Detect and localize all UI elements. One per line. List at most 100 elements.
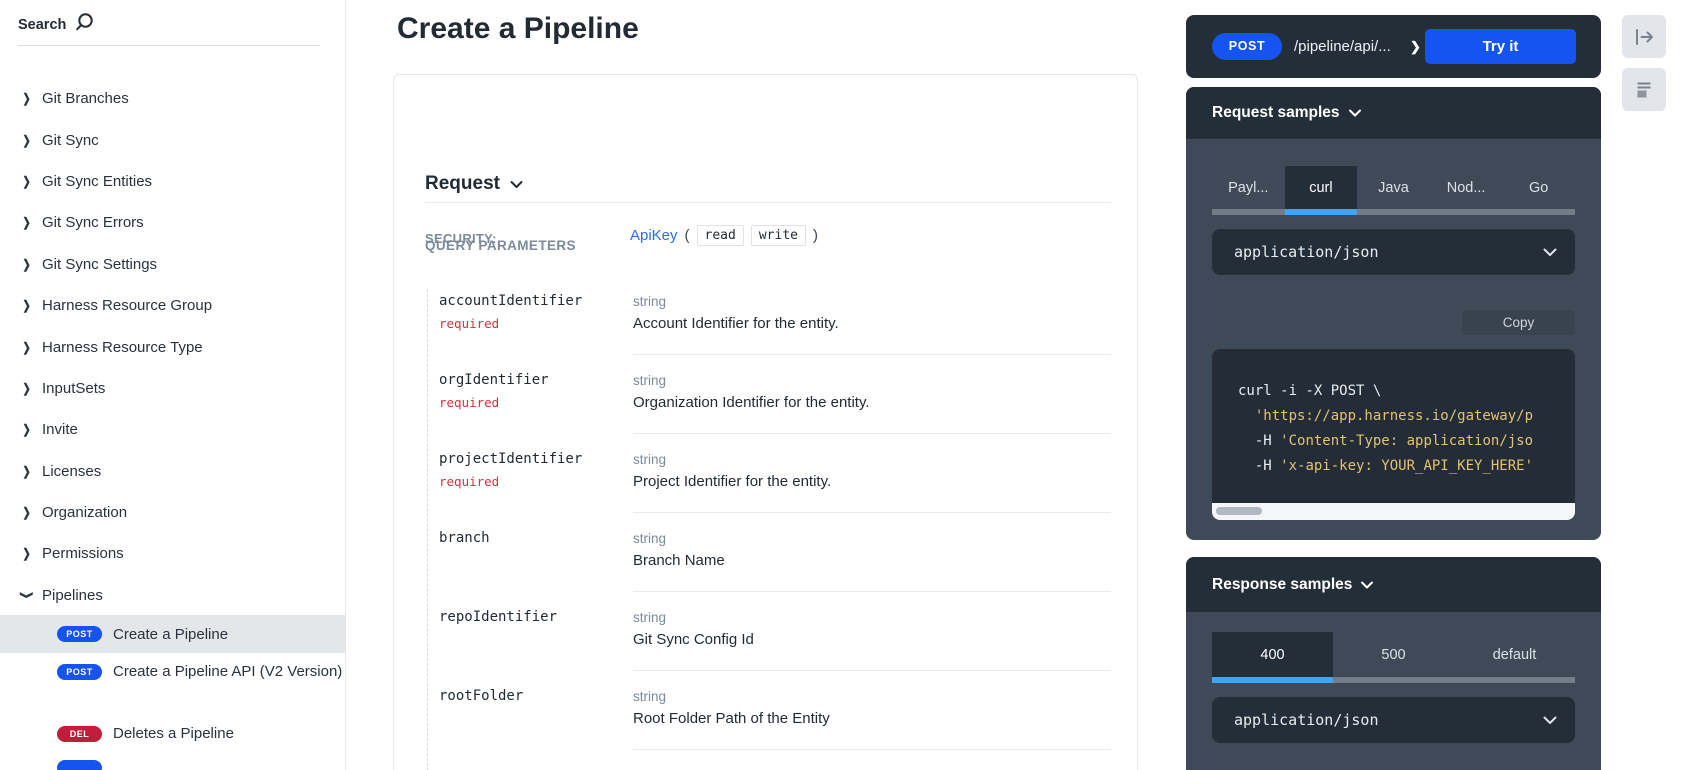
param-row-branch: branch string Branch Name: [394, 530, 1139, 609]
code-scrollbar-track: [1212, 503, 1575, 520]
chevron-right-icon: ❯: [22, 464, 31, 479]
chevron-right-icon: ❯: [22, 216, 31, 231]
page-outline-button[interactable]: [1622, 68, 1666, 111]
param-description: Branch Name: [633, 552, 725, 569]
tab-java[interactable]: Java: [1378, 179, 1409, 196]
param-row-accountIdentifier: accountIdentifier required string Accoun…: [394, 293, 1139, 372]
request-samples-panel: Request samples Payl... curl Java Nod...…: [1186, 87, 1601, 540]
chevron-right-icon: ❯: [22, 299, 31, 314]
chevron-down-icon: [510, 180, 523, 188]
tab-track: [1212, 209, 1575, 215]
sidebar-item-harness-resource-group[interactable]: ❯ Harness Resource Group: [22, 297, 213, 315]
param-guide-line: [427, 289, 428, 770]
apikey-link[interactable]: ApiKey: [630, 227, 678, 244]
tab-payload[interactable]: Payl...: [1228, 179, 1269, 196]
chevron-right-icon: ❯: [22, 423, 31, 438]
sidebar-item-git-sync-errors[interactable]: ❯ Git Sync Errors: [22, 214, 144, 232]
endpoint-path-button[interactable]: /pipeline/api/...: [1294, 38, 1391, 55]
document-outline-icon: [1637, 82, 1651, 97]
query-parameters-heading: QUERY PARAMETERS: [425, 238, 576, 253]
method-badge-post: POST: [57, 664, 102, 680]
search-icon: [74, 12, 95, 38]
search-input[interactable]: Search: [18, 12, 95, 38]
page-title: Create a Pipeline: [397, 12, 639, 45]
sidebar-item-clipped-bottom[interactable]: [0, 755, 346, 770]
divider: [425, 202, 1111, 203]
content-type-select[interactable]: application/json: [1212, 229, 1575, 275]
tab-400[interactable]: 400: [1212, 632, 1333, 677]
param-name: projectIdentifier: [439, 451, 583, 467]
response-samples-panel: Response samples 400 500 default applica…: [1186, 557, 1601, 770]
param-name: orgIdentifier: [439, 372, 549, 388]
request-samples-toggle[interactable]: Request samples: [1186, 87, 1601, 139]
tab-500[interactable]: 500: [1381, 646, 1406, 663]
sidebar-item-harness-resource-type[interactable]: ❯ Harness Resource Type: [22, 338, 203, 356]
param-required: required: [439, 474, 500, 489]
code-sample: curl -i -X POST \ 'https://app.harness.i…: [1212, 349, 1575, 520]
param-type: string: [633, 294, 667, 309]
search-label: Search: [18, 17, 67, 33]
param-required: required: [439, 316, 500, 331]
divider: [18, 45, 320, 46]
tab-default[interactable]: default: [1492, 646, 1537, 663]
param-row-rootFolder: rootFolder string Root Folder Path of th…: [394, 688, 1139, 767]
sidebar-item-permissions[interactable]: ❯ Permissions: [22, 545, 124, 563]
param-type: string: [633, 452, 667, 467]
tab-nodejs[interactable]: Nod...: [1446, 179, 1486, 196]
chevron-down-icon: [1348, 109, 1361, 117]
chevron-down-icon: [1543, 248, 1557, 256]
method-badge-post: [57, 760, 102, 770]
param-description: Project Identifier for the entity.: [633, 473, 832, 490]
param-type: string: [633, 531, 667, 546]
sidebar-item-organization[interactable]: ❯ Organization: [22, 504, 128, 522]
param-type: string: [633, 373, 667, 388]
divider: [633, 512, 1111, 513]
param-description: Account Identifier for the entity.: [633, 315, 839, 332]
try-it-button[interactable]: Try it: [1425, 29, 1576, 64]
sidebar-item-deletes-a-pipeline[interactable]: DEL Deletes a Pipeline: [0, 711, 346, 755]
tab-track: [1212, 677, 1575, 683]
samples-column: POST /pipeline/api/... ❯ Try it Request …: [1186, 0, 1601, 770]
tab-curl[interactable]: curl: [1284, 166, 1358, 209]
active-tab-indicator: [1284, 209, 1358, 215]
param-type: string: [633, 689, 667, 704]
scope-write: write: [750, 225, 806, 246]
sidebar-item-licenses[interactable]: ❯ Licenses: [22, 462, 102, 480]
divider: [633, 354, 1111, 355]
active-tab-indicator: [1212, 677, 1334, 683]
param-required: required: [439, 395, 500, 410]
sidebar-item-git-sync-entities[interactable]: ❯ Git Sync Entities: [22, 172, 153, 190]
sidebar-item-git-sync[interactable]: ❯ Git Sync: [22, 131, 99, 149]
divider: [633, 591, 1111, 592]
param-description: Root Folder Path of the Entity: [633, 710, 830, 727]
chevron-down-icon: ❯: [19, 590, 34, 600]
param-name: repoIdentifier: [439, 609, 558, 625]
copy-button[interactable]: Copy: [1462, 310, 1575, 335]
response-samples-toggle[interactable]: Response samples: [1186, 557, 1601, 612]
chevron-right-icon: ❯: [22, 92, 31, 107]
sidebar-item-invite[interactable]: ❯ Invite: [22, 421, 78, 439]
collapse-panel-button[interactable]: [1622, 15, 1666, 58]
sidebar-item-create-a-pipeline-v2[interactable]: POST Create a Pipeline API (V2 Version): [0, 653, 346, 711]
security-label: SECURITY:: [425, 231, 497, 246]
sidebar-item-pipelines[interactable]: ❯ Pipelines: [19, 586, 103, 604]
param-name: branch: [439, 530, 490, 546]
request-samples-tabs: Payl... curl Java Nod... Go: [1212, 166, 1575, 215]
sidebar-item-clipped-top[interactable]: [37, 58, 97, 65]
param-name: accountIdentifier: [439, 293, 583, 309]
chevron-right-icon: ❯: [22, 547, 31, 562]
request-card: Request SECURITY: ApiKey ( read write ) …: [393, 74, 1138, 770]
sidebar-item-git-branches[interactable]: ❯ Git Branches: [22, 90, 129, 108]
request-section-toggle[interactable]: Request: [425, 173, 523, 195]
chevron-right-icon: ❯: [22, 382, 31, 396]
divider: [633, 749, 1111, 750]
sidebar-item-git-sync-settings[interactable]: ❯ Git Sync Settings: [22, 255, 158, 273]
sidebar-item-create-a-pipeline[interactable]: POST Create a Pipeline: [0, 615, 346, 653]
tab-go[interactable]: Go: [1529, 179, 1549, 196]
content-type-select[interactable]: application/json: [1212, 697, 1575, 743]
code-scrollbar-thumb[interactable]: [1216, 507, 1262, 515]
param-row-orgIdentifier: orgIdentifier required string Organizati…: [394, 372, 1139, 451]
chevron-right-icon: ❯: [22, 175, 31, 189]
chevron-down-icon: [1361, 581, 1374, 588]
sidebar-item-inputsets[interactable]: ❯ InputSets: [22, 379, 106, 397]
